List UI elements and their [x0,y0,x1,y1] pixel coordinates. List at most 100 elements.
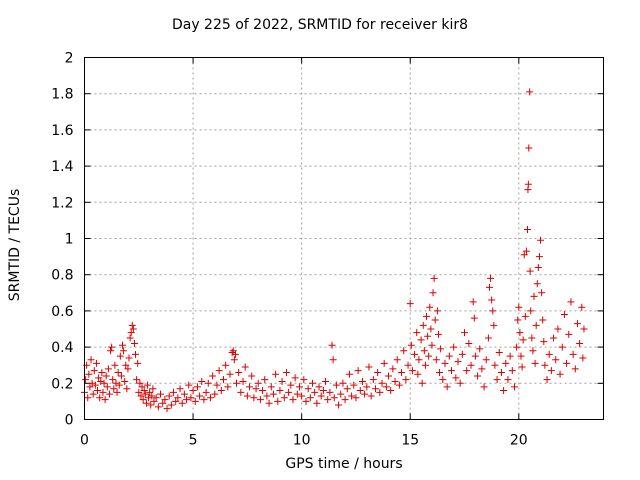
x-tick-label: 5 [189,433,198,449]
data-point [92,359,100,367]
y-tick-label: 1.6 [51,123,73,139]
data-point [445,352,453,360]
data-point [513,343,521,351]
data-point [506,352,514,360]
data-point [108,343,116,351]
data-point [538,289,546,297]
data-point [246,383,254,391]
data-point [387,387,395,395]
data-point [528,334,536,342]
data-point [508,367,516,375]
data-point [105,390,113,398]
data-point [330,394,338,402]
y-tick-labels: 0 0.2 0.4 0.6 0.8 1 1.2 1.4 1.6 1.8 2 [51,51,73,429]
data-point [102,372,110,380]
data-point [430,274,438,282]
data-point [324,396,332,404]
data-point [211,390,219,398]
data-point [230,356,238,364]
data-point [398,368,406,376]
data-point [547,367,555,375]
data-point [534,263,542,271]
data-point [374,368,382,376]
data-point [217,387,225,395]
data-point [515,303,523,311]
data-point [254,379,262,387]
data-point [313,399,321,407]
y-tick-label: 1.4 [51,159,73,175]
data-point [571,365,579,373]
data-point [115,381,123,389]
data-point [525,144,533,152]
data-point [524,180,532,188]
data-point [219,376,227,384]
data-point [228,349,236,357]
data-point [114,368,122,376]
data-point [82,376,90,384]
data-point [354,367,362,375]
y-tick-label: 0.6 [51,304,73,320]
data-point [276,387,284,395]
data-point [298,392,306,400]
data-point [429,289,437,297]
data-point [187,394,195,402]
data-point [569,350,577,358]
x-axis-label: GPS time / hours [285,456,403,472]
data-point [463,367,471,375]
data-point [202,388,210,396]
data-point [226,370,234,378]
data-point [516,329,524,337]
data-point [252,385,260,393]
data-point [282,368,290,376]
data-point [437,345,445,353]
data-point [540,338,548,346]
data-point [408,367,416,375]
data-point [137,392,145,400]
data-point [380,359,388,367]
data-point [98,368,106,376]
y-tick-label: 2 [65,51,74,67]
data-point [556,370,564,378]
data-point [263,392,271,400]
data-point [514,316,522,324]
data-point [428,341,436,349]
data-point [537,236,545,244]
data-point [289,396,297,404]
data-point [411,350,419,358]
data-point [402,376,410,384]
data-point [326,388,334,396]
data-point [146,388,154,396]
data-point [478,365,486,373]
data-point [404,361,412,369]
data-point [100,379,108,387]
data-point [141,390,149,398]
data-point [136,379,144,387]
data-points [81,88,588,413]
plot-frame [84,57,604,420]
data-point [159,399,167,407]
data-point [94,387,102,395]
data-point [237,388,245,396]
data-point [533,280,541,288]
data-point [124,365,132,373]
data-point [424,332,432,340]
data-point [502,359,510,367]
data-point [269,390,277,398]
data-point [522,247,530,255]
data-point [543,376,551,384]
data-point [361,390,369,398]
data-point [319,387,327,395]
data-point [189,387,197,395]
data-point [487,274,495,282]
data-point [500,387,508,395]
data-point [439,376,447,384]
x-tick-label: 10 [293,433,311,449]
data-point [176,385,184,393]
data-point [88,379,96,387]
data-point [432,356,440,364]
x-tick-label: 15 [401,433,419,449]
data-point [170,388,178,396]
data-point [148,392,156,400]
data-point [415,356,423,364]
data-point [337,390,345,398]
